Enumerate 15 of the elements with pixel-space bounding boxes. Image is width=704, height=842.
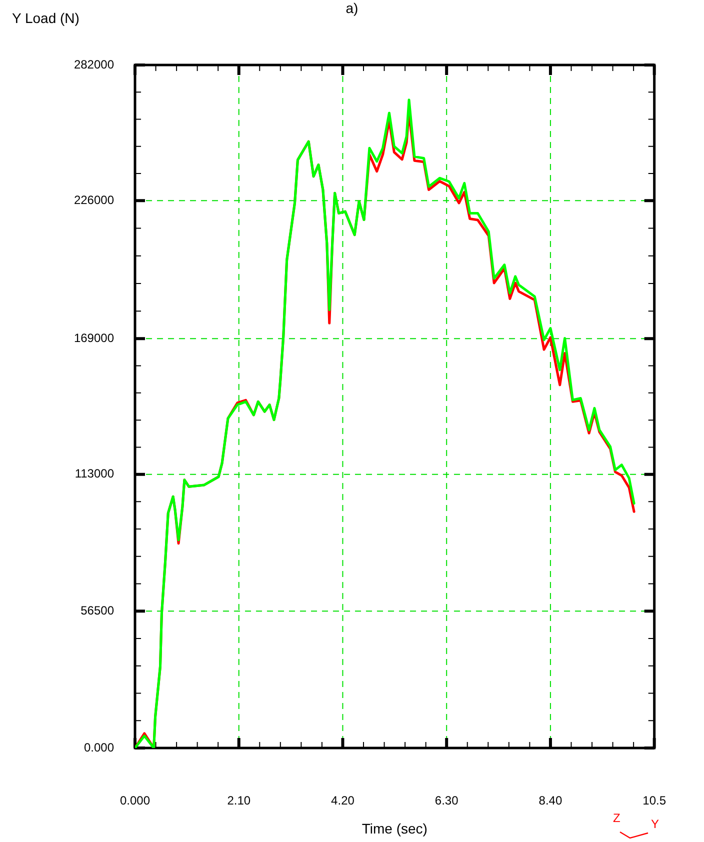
- y-tick-label: 0.000: [84, 740, 114, 754]
- chart-title: a): [346, 0, 358, 16]
- y-tick-label: 226000: [74, 192, 114, 207]
- y-axis-title: Y Load (N): [12, 10, 80, 26]
- y-tick-label: 113000: [74, 466, 114, 481]
- y-tick-label: 282000: [74, 57, 114, 72]
- x-tick-label: 4.20: [331, 794, 355, 808]
- x-axis-title: Time (sec): [362, 820, 428, 836]
- y-tick-label: 56500: [80, 603, 114, 618]
- y-tick-label: 169000: [74, 330, 114, 345]
- x-tick-label: 8.40: [538, 794, 562, 808]
- x-tick-label: 2.10: [227, 794, 251, 808]
- x-tick-label: 10.5: [642, 794, 666, 808]
- x-tick-label: 0.000: [120, 794, 150, 808]
- x-tick-label: 6.30: [434, 794, 459, 808]
